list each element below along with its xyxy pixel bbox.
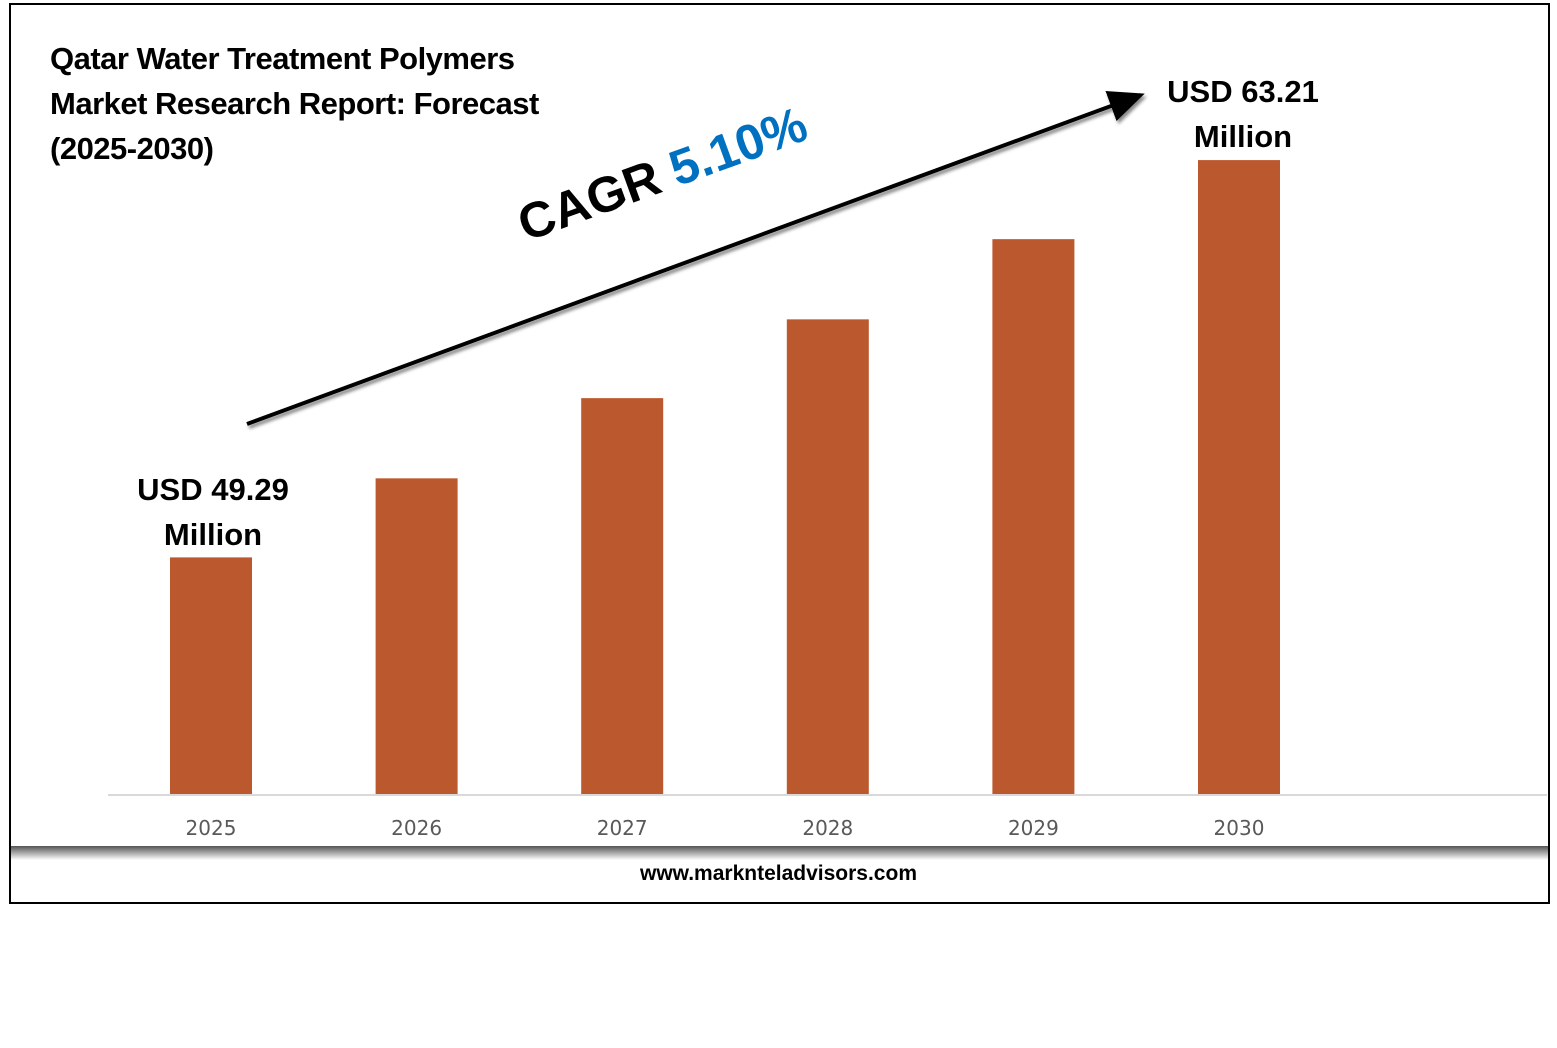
chart-frame	[9, 3, 1550, 904]
bar-2027	[581, 398, 664, 794]
start-value-label: USD 49.29 Million	[113, 467, 313, 557]
start-value: USD 49.29	[137, 472, 289, 507]
bar-2029	[992, 239, 1075, 794]
bar-2025	[170, 557, 252, 794]
bar-2030	[1198, 160, 1280, 794]
divider-shadow	[11, 846, 1548, 860]
footer-url: www.marknteladvisors.com	[640, 862, 917, 885]
x-tick-label: 2029	[1008, 816, 1059, 840]
x-tick-label: 2028	[802, 816, 853, 840]
x-tick-label: 2030	[1214, 816, 1265, 840]
growth-arrow	[246, 91, 1145, 426]
bar-2028	[786, 319, 869, 794]
end-unit: Million	[1193, 119, 1293, 154]
start-unit: Million	[163, 517, 263, 552]
end-value: USD 63.21	[1167, 74, 1319, 109]
chart-title: Qatar Water Treatment Polymers Market Re…	[50, 41, 539, 166]
end-value-label: USD 63.21 Million	[1143, 69, 1343, 159]
bar-2026	[375, 478, 458, 794]
x-tick-label: 2026	[391, 816, 442, 840]
x-tick-label: 2027	[597, 816, 648, 840]
x-tick-label: 2025	[186, 816, 237, 840]
